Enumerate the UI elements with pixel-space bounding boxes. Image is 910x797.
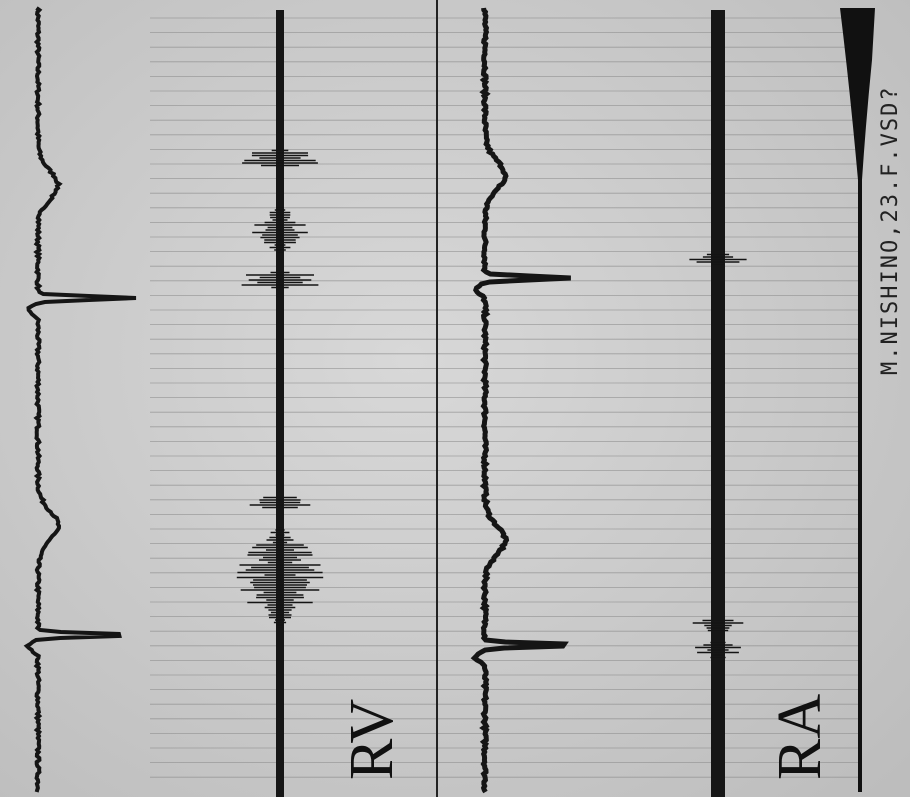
page: RV RA M.NISHINO,23.F.VSD? (() => { const… (0, 0, 910, 797)
panel-label-rv: RV (338, 699, 406, 780)
recording: RV RA M.NISHINO,23.F.VSD? (0, 0, 910, 797)
caption: M.NISHINO,23.F.VSD? (878, 85, 903, 375)
panel-label-ra: RA (766, 694, 834, 780)
phono-baseline (276, 10, 284, 797)
paper (0, 0, 910, 797)
phono-baseline (711, 10, 725, 797)
